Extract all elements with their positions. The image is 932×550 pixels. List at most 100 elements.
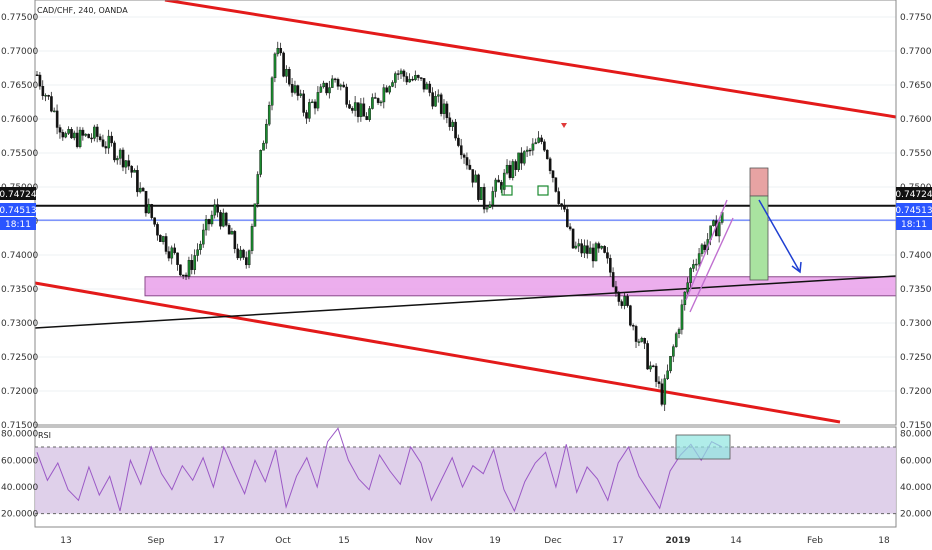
time-axis: 13 Sep 17 Oct 15 Nov 19 Dec 17 2019 14 Feb 18 [60, 536, 890, 546]
candle-body [333, 78, 337, 81]
candle-body [313, 101, 317, 109]
candle-body [184, 274, 188, 277]
candle-body [637, 341, 641, 343]
price-tick-left: 0.76500 [1, 81, 38, 91]
candle-body [147, 204, 151, 214]
rsi-label: RSI [38, 431, 51, 440]
price-label-left-text: 0.74513 [0, 206, 37, 216]
candle-body [508, 164, 512, 178]
stop-loss-box[interactable] [749, 167, 769, 197]
candle-body [213, 204, 217, 216]
candle-body [35, 74, 39, 77]
candle-body [67, 129, 70, 134]
candle-body [279, 48, 283, 54]
candle-body [660, 383, 664, 405]
candle-body [471, 169, 475, 183]
candle-body [138, 187, 142, 193]
candle-body [70, 129, 73, 139]
candle-body [537, 137, 540, 143]
price-tick-right: 0.72500 [900, 353, 932, 363]
candle-body [328, 87, 331, 94]
candle-body [442, 103, 446, 114]
candle-body [502, 172, 506, 190]
candle-body [302, 93, 305, 113]
rsi-highlight-box[interactable] [675, 434, 731, 460]
candle-body [583, 245, 586, 254]
candle-body [422, 78, 426, 90]
time-tick: Feb [807, 536, 823, 546]
candle-body [591, 247, 595, 262]
candle-body [233, 231, 237, 250]
candle-body [692, 264, 695, 269]
candle-body [588, 247, 592, 254]
rising-trendline[interactable] [34, 275, 897, 329]
candle-body [267, 105, 271, 125]
candle-body [640, 338, 644, 342]
candle-body [104, 146, 108, 149]
candle-body [81, 129, 85, 136]
take-profit-box[interactable] [749, 195, 769, 281]
marker-box-2 [537, 185, 549, 196]
price-tick-left: 0.77500 [1, 13, 38, 23]
candle-body [674, 333, 678, 347]
candle-body [285, 69, 288, 77]
candle-body [396, 73, 400, 75]
candle-body [322, 82, 326, 88]
candle-body [207, 219, 211, 225]
candle-body [517, 152, 520, 170]
candle-body [551, 170, 555, 178]
candle-body [87, 133, 90, 139]
candle-body [494, 179, 497, 192]
candle-body [402, 70, 406, 77]
candle-body [50, 96, 53, 112]
candle-body [265, 123, 268, 144]
countdown-label-left-text: 18:11 [5, 220, 31, 230]
candle-body [190, 260, 194, 270]
candle-body [78, 129, 82, 147]
candle-body [511, 161, 515, 178]
candle-body [230, 231, 234, 235]
price-tick-left: 0.72000 [1, 387, 38, 397]
arrow-line[interactable] [758, 199, 801, 273]
candle-body [245, 257, 248, 266]
candle-body [156, 224, 159, 236]
candle-body [465, 157, 469, 166]
channel-lower-line[interactable] [34, 281, 841, 424]
candle-body [411, 78, 414, 81]
wedge-upper-line[interactable] [685, 199, 728, 301]
candle-body [531, 143, 535, 151]
candle-body [563, 205, 566, 210]
candle-body [437, 94, 440, 97]
candle-body [110, 135, 113, 144]
rsi-tick-left: 40.0000 [1, 483, 38, 493]
time-tick: 17 [612, 536, 623, 546]
time-tick: Oct [275, 536, 291, 546]
candle-body [557, 191, 561, 204]
candle-body [439, 94, 443, 114]
support-zone[interactable] [144, 276, 897, 297]
price-tick-right: 0.75500 [900, 149, 932, 159]
candle-body [388, 86, 391, 93]
countdown-label-right: 18:11 [896, 217, 932, 230]
wedge-lower-line[interactable] [689, 217, 734, 313]
candle-body [480, 187, 483, 200]
candle-body [523, 151, 526, 164]
candle-body [620, 301, 624, 306]
candle-body [568, 226, 572, 230]
candle-body [617, 292, 621, 302]
candle-body [204, 219, 208, 231]
candle-body [93, 126, 96, 139]
candle-body [477, 174, 480, 200]
candle-body [319, 86, 323, 93]
candle-body [669, 355, 672, 372]
time-tick: Nov [415, 536, 433, 546]
candle-body [717, 222, 721, 237]
candle-body [545, 150, 549, 159]
candle-body [173, 247, 176, 254]
time-tick: Dec [544, 536, 561, 546]
candle-body [44, 95, 47, 97]
price-tick-left: 0.72500 [1, 353, 38, 363]
time-tick: 19 [489, 536, 501, 546]
channel-upper-line[interactable] [164, 0, 897, 119]
